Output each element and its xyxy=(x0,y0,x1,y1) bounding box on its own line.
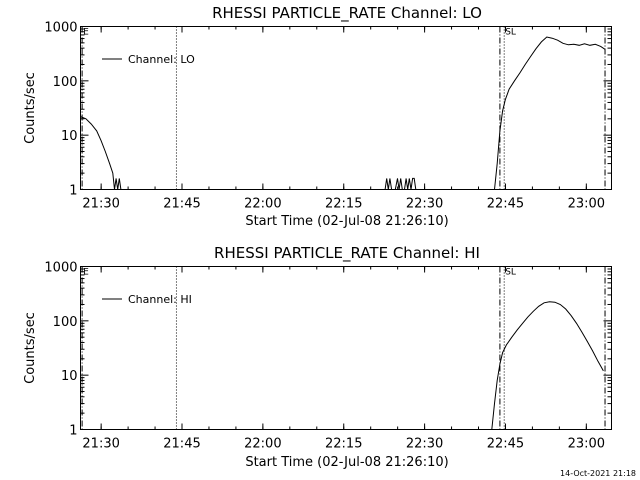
x-tick-label: 22:15 xyxy=(325,437,362,452)
series-line xyxy=(494,36,606,190)
legend-entry: Channel: LO xyxy=(128,53,195,66)
x-tick-label: 22:00 xyxy=(244,197,281,212)
y-tick-label: 1 xyxy=(69,424,77,439)
plot-frame xyxy=(80,266,612,430)
footer-timestamp: 14-Oct-2021 21:18 xyxy=(560,469,636,478)
time-marker-label: E xyxy=(83,268,89,278)
panel-hi: RHESSI PARTICLE_RATE Channel: HI 21:30 21… xyxy=(23,244,612,470)
y-axis: 1 10 100 1000 xyxy=(44,21,612,199)
x-tick-label: 21:30 xyxy=(82,437,119,452)
series-lines xyxy=(491,301,604,430)
x-tick-label: 21:45 xyxy=(163,437,200,452)
series-lines xyxy=(80,36,606,190)
x-axis-label: Start Time (02-Jul-08 21:26:10) xyxy=(245,455,448,470)
x-tick-label: 21:30 xyxy=(82,197,119,212)
chart-title: RHESSI PARTICLE_RATE Channel: HI xyxy=(214,244,480,263)
x-tick-label: 22:15 xyxy=(325,197,362,212)
x-tick-label: 22:00 xyxy=(244,437,281,452)
x-tick-label: 22:45 xyxy=(487,437,524,452)
legend-entry: Channel: HI xyxy=(128,293,192,306)
time-marker-label: SL xyxy=(505,28,516,38)
panel-lo: RHESSI PARTICLE_RATE Channel: LO 21:30 21… xyxy=(23,4,612,229)
y-axis-label: Counts/sec xyxy=(23,72,38,144)
series-line xyxy=(80,116,122,190)
x-axis-label: Start Time (02-Jul-08 21:26:10) xyxy=(245,214,448,229)
x-axis: 21:30 21:45 22:00 22:15 22:30 22:45 23:00 xyxy=(82,266,605,452)
x-tick-label: 23:00 xyxy=(568,197,605,212)
y-tick-label: 1 xyxy=(69,184,77,199)
series-line xyxy=(491,301,604,430)
series-line xyxy=(384,177,417,190)
x-tick-label: 22:30 xyxy=(406,197,443,212)
y-tick-label: 1000 xyxy=(44,21,77,36)
y-tick-label: 100 xyxy=(53,315,78,330)
x-tick-label: 22:45 xyxy=(487,197,524,212)
time-markers: E SL xyxy=(81,266,606,430)
plot-frame xyxy=(80,26,612,190)
x-tick-label: 22:30 xyxy=(406,437,443,452)
time-markers: E SL xyxy=(81,26,606,190)
legend: Channel: LO xyxy=(102,53,195,66)
time-marker-label: E xyxy=(83,28,89,38)
y-axis: 1 10 100 1000 xyxy=(44,261,612,439)
y-tick-label: 10 xyxy=(61,129,78,144)
chart-title: RHESSI PARTICLE_RATE Channel: LO xyxy=(212,4,482,23)
time-marker-label: SL xyxy=(505,268,516,278)
legend: Channel: HI xyxy=(102,293,192,306)
y-tick-label: 10 xyxy=(61,369,78,384)
x-tick-label: 21:45 xyxy=(163,197,200,212)
x-axis: 21:30 21:45 22:00 22:15 22:30 22:45 23:00 xyxy=(82,26,605,212)
y-axis-label: Counts/sec xyxy=(23,312,38,384)
x-tick-label: 23:00 xyxy=(568,437,605,452)
y-tick-label: 1000 xyxy=(44,261,77,276)
y-tick-label: 100 xyxy=(53,75,78,90)
